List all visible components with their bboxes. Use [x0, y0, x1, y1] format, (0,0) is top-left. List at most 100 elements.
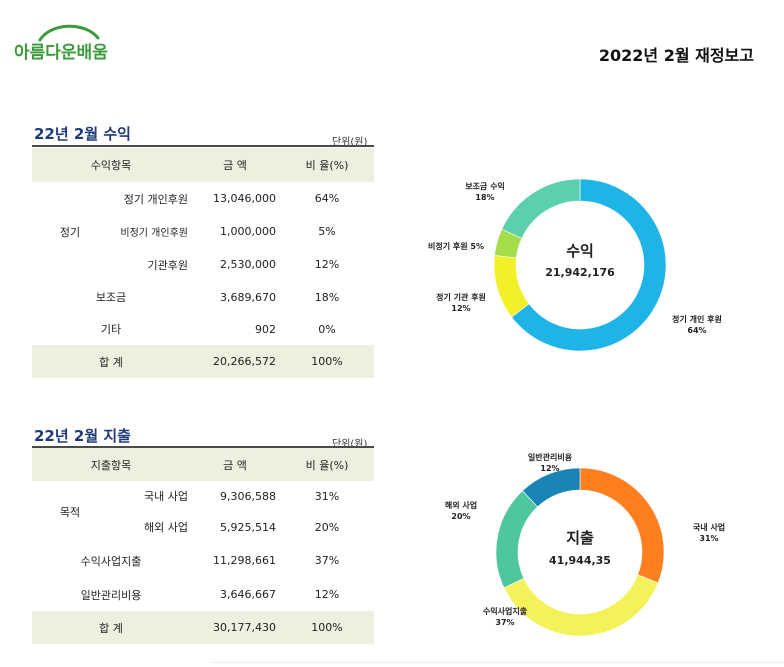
- table-row: 해외 사업 5,925,514 20%: [32, 511, 374, 543]
- row-amount: 3,689,670: [220, 290, 276, 304]
- row-ratio: 12%: [314, 258, 340, 271]
- slice-pct: 12%: [451, 304, 471, 313]
- row-item: 보조금: [95, 291, 127, 304]
- expense-title-underline: [32, 446, 374, 448]
- expense-header-item: 지출항목: [90, 458, 132, 472]
- table-row: 비정기 개인후원 1,000,000 5%: [32, 215, 374, 248]
- row-item: 기타: [100, 323, 122, 336]
- slice-label: 비정기 후원 5%: [428, 242, 484, 251]
- expense-total-row: 합 계 30,177,430 100%: [32, 611, 374, 644]
- table-row: 일반관리비용 3,646,667 12%: [32, 578, 374, 611]
- expense-label-domestic: 국내 사업 31%: [684, 522, 734, 544]
- total-label: 합 계: [99, 621, 123, 635]
- income-label-regular: 정기 개인 후원 64%: [662, 314, 732, 336]
- expense-header-ratio: 비 율(%): [305, 458, 349, 472]
- row-amount: 13,046,000: [213, 192, 276, 205]
- row-amount: 11,298,661: [213, 554, 276, 567]
- slice-label: 수익사업지출: [482, 607, 528, 616]
- income-title-underline: [32, 145, 374, 147]
- total-amount: 20,266,572: [213, 355, 276, 368]
- logo-text: 아름다운배움: [14, 43, 108, 63]
- income-label-institution: 정기 기관 후원 12%: [426, 292, 496, 314]
- row-amount: 5,925,514: [220, 520, 276, 534]
- donut-slice-1: [493, 255, 530, 318]
- total-ratio: 100%: [311, 355, 343, 368]
- row-item: 수익사업지출: [80, 554, 142, 568]
- donut-slice-3: [522, 467, 581, 508]
- income-header-ratio: 비 율(%): [305, 159, 349, 172]
- slice-label: 국내 사업: [692, 523, 726, 532]
- table-row: 정기 정기 개인후원 13,046,000 64%: [32, 182, 374, 239]
- donut-slice-3: [501, 178, 581, 239]
- row-ratio: 5%: [318, 225, 336, 238]
- row-ratio: 0%: [318, 322, 336, 336]
- income-chart-center-value: 21,942,176: [545, 266, 615, 279]
- row-ratio: 64%: [314, 192, 340, 205]
- row-item: 비정기 개인후원: [120, 228, 188, 239]
- income-header-row: 수익항목 금 액 비 율(%): [32, 148, 374, 182]
- row-amount: 902: [255, 322, 276, 336]
- report-title: 2022년 2월 재정보고: [598, 46, 754, 65]
- total-amount: 30,177,430: [213, 621, 276, 634]
- expense-donut-chart: [495, 467, 665, 637]
- income-total-row: 합 계 20,266,572 100%: [32, 345, 374, 378]
- table-row: 기타 902 0%: [32, 313, 374, 345]
- expense-label-overseas: 해외 사업 20%: [436, 500, 486, 522]
- table-row: 수익사업지출 11,298,661 37%: [32, 543, 374, 578]
- expense-header-amount: 금 액: [223, 458, 247, 472]
- income-unit: 단위(원): [332, 137, 368, 148]
- row-amount: 3,646,667: [220, 588, 276, 601]
- expense-table: 지출항목 금 액 비 율(%) 목적 국내 사업 9,306,588 31% 해…: [32, 448, 374, 644]
- table-row: 기관후원 2,530,000 12%: [32, 248, 374, 281]
- expense-header-row: 지출항목 금 액 비 율(%): [32, 448, 374, 481]
- expense-group-label: 목적: [59, 506, 81, 519]
- expense-section-title: 22년 2월 지출: [34, 427, 131, 445]
- donut-slice-2: [495, 490, 538, 589]
- table-row: 목적 국내 사업 9,306,588 31%: [32, 481, 374, 520]
- slice-pct: 64%: [687, 326, 707, 335]
- income-label-irregular: 비정기 후원 5%: [418, 241, 494, 252]
- row-amount: 9,306,588: [220, 489, 276, 503]
- income-group-label: 정기: [59, 225, 81, 239]
- row-item: 국내 사업: [144, 490, 188, 503]
- slice-pct: 18%: [475, 193, 495, 202]
- row-item: 정기 개인후원: [123, 192, 188, 206]
- income-chart-center-title: 수익: [566, 242, 594, 260]
- donut-slice-0: [511, 178, 667, 352]
- row-item: 해외 사업: [144, 521, 188, 534]
- expense-label-admin: 일반관리비용 12%: [520, 452, 580, 474]
- table-row: 보조금 3,689,670 18%: [32, 281, 374, 313]
- slice-label: 정기 개인 후원: [672, 315, 722, 324]
- row-ratio: 31%: [314, 489, 340, 503]
- slice-pct: 20%: [451, 512, 471, 521]
- slice-pct: 37%: [495, 618, 515, 627]
- logo-arc-icon: [38, 24, 100, 42]
- expense-chart-center-value: 41,944,35: [549, 554, 611, 567]
- total-ratio: 100%: [311, 621, 343, 634]
- income-header-item: 수익항목: [90, 159, 132, 172]
- slice-label: 보조금 수익: [465, 182, 505, 191]
- row-item: 일반관리비용: [80, 588, 142, 602]
- income-label-subsidy: 보조금 수익 18%: [455, 181, 515, 203]
- total-label: 합 계: [99, 355, 123, 369]
- expense-unit: 단위(원): [332, 439, 368, 450]
- row-item: 기관후원: [147, 258, 188, 272]
- income-donut-chart: [493, 178, 667, 352]
- row-amount: 1,000,000: [220, 225, 276, 238]
- row-ratio: 12%: [314, 588, 340, 601]
- row-ratio: 20%: [314, 520, 340, 534]
- expense-chart-center-title: 지출: [566, 529, 594, 547]
- slice-pct: 12%: [540, 464, 560, 473]
- income-table: 수익항목 금 액 비 율(%) 정기 정기 개인후원 13,046,000 64…: [32, 148, 374, 378]
- expense-label-business: 수익사업지출 37%: [470, 606, 540, 628]
- footer-divider: [210, 662, 784, 663]
- slice-label: 일반관리비용: [527, 453, 573, 462]
- slice-label: 정기 기관 후원: [436, 293, 486, 302]
- row-amount: 2,530,000: [220, 258, 276, 271]
- income-header-amount: 금 액: [223, 159, 247, 172]
- income-section-title: 22년 2월 수익: [34, 125, 131, 143]
- row-ratio: 18%: [314, 290, 340, 304]
- logo: 아름다운배움: [14, 12, 114, 72]
- row-ratio: 37%: [314, 554, 340, 567]
- slice-label: 해외 사업: [444, 501, 478, 510]
